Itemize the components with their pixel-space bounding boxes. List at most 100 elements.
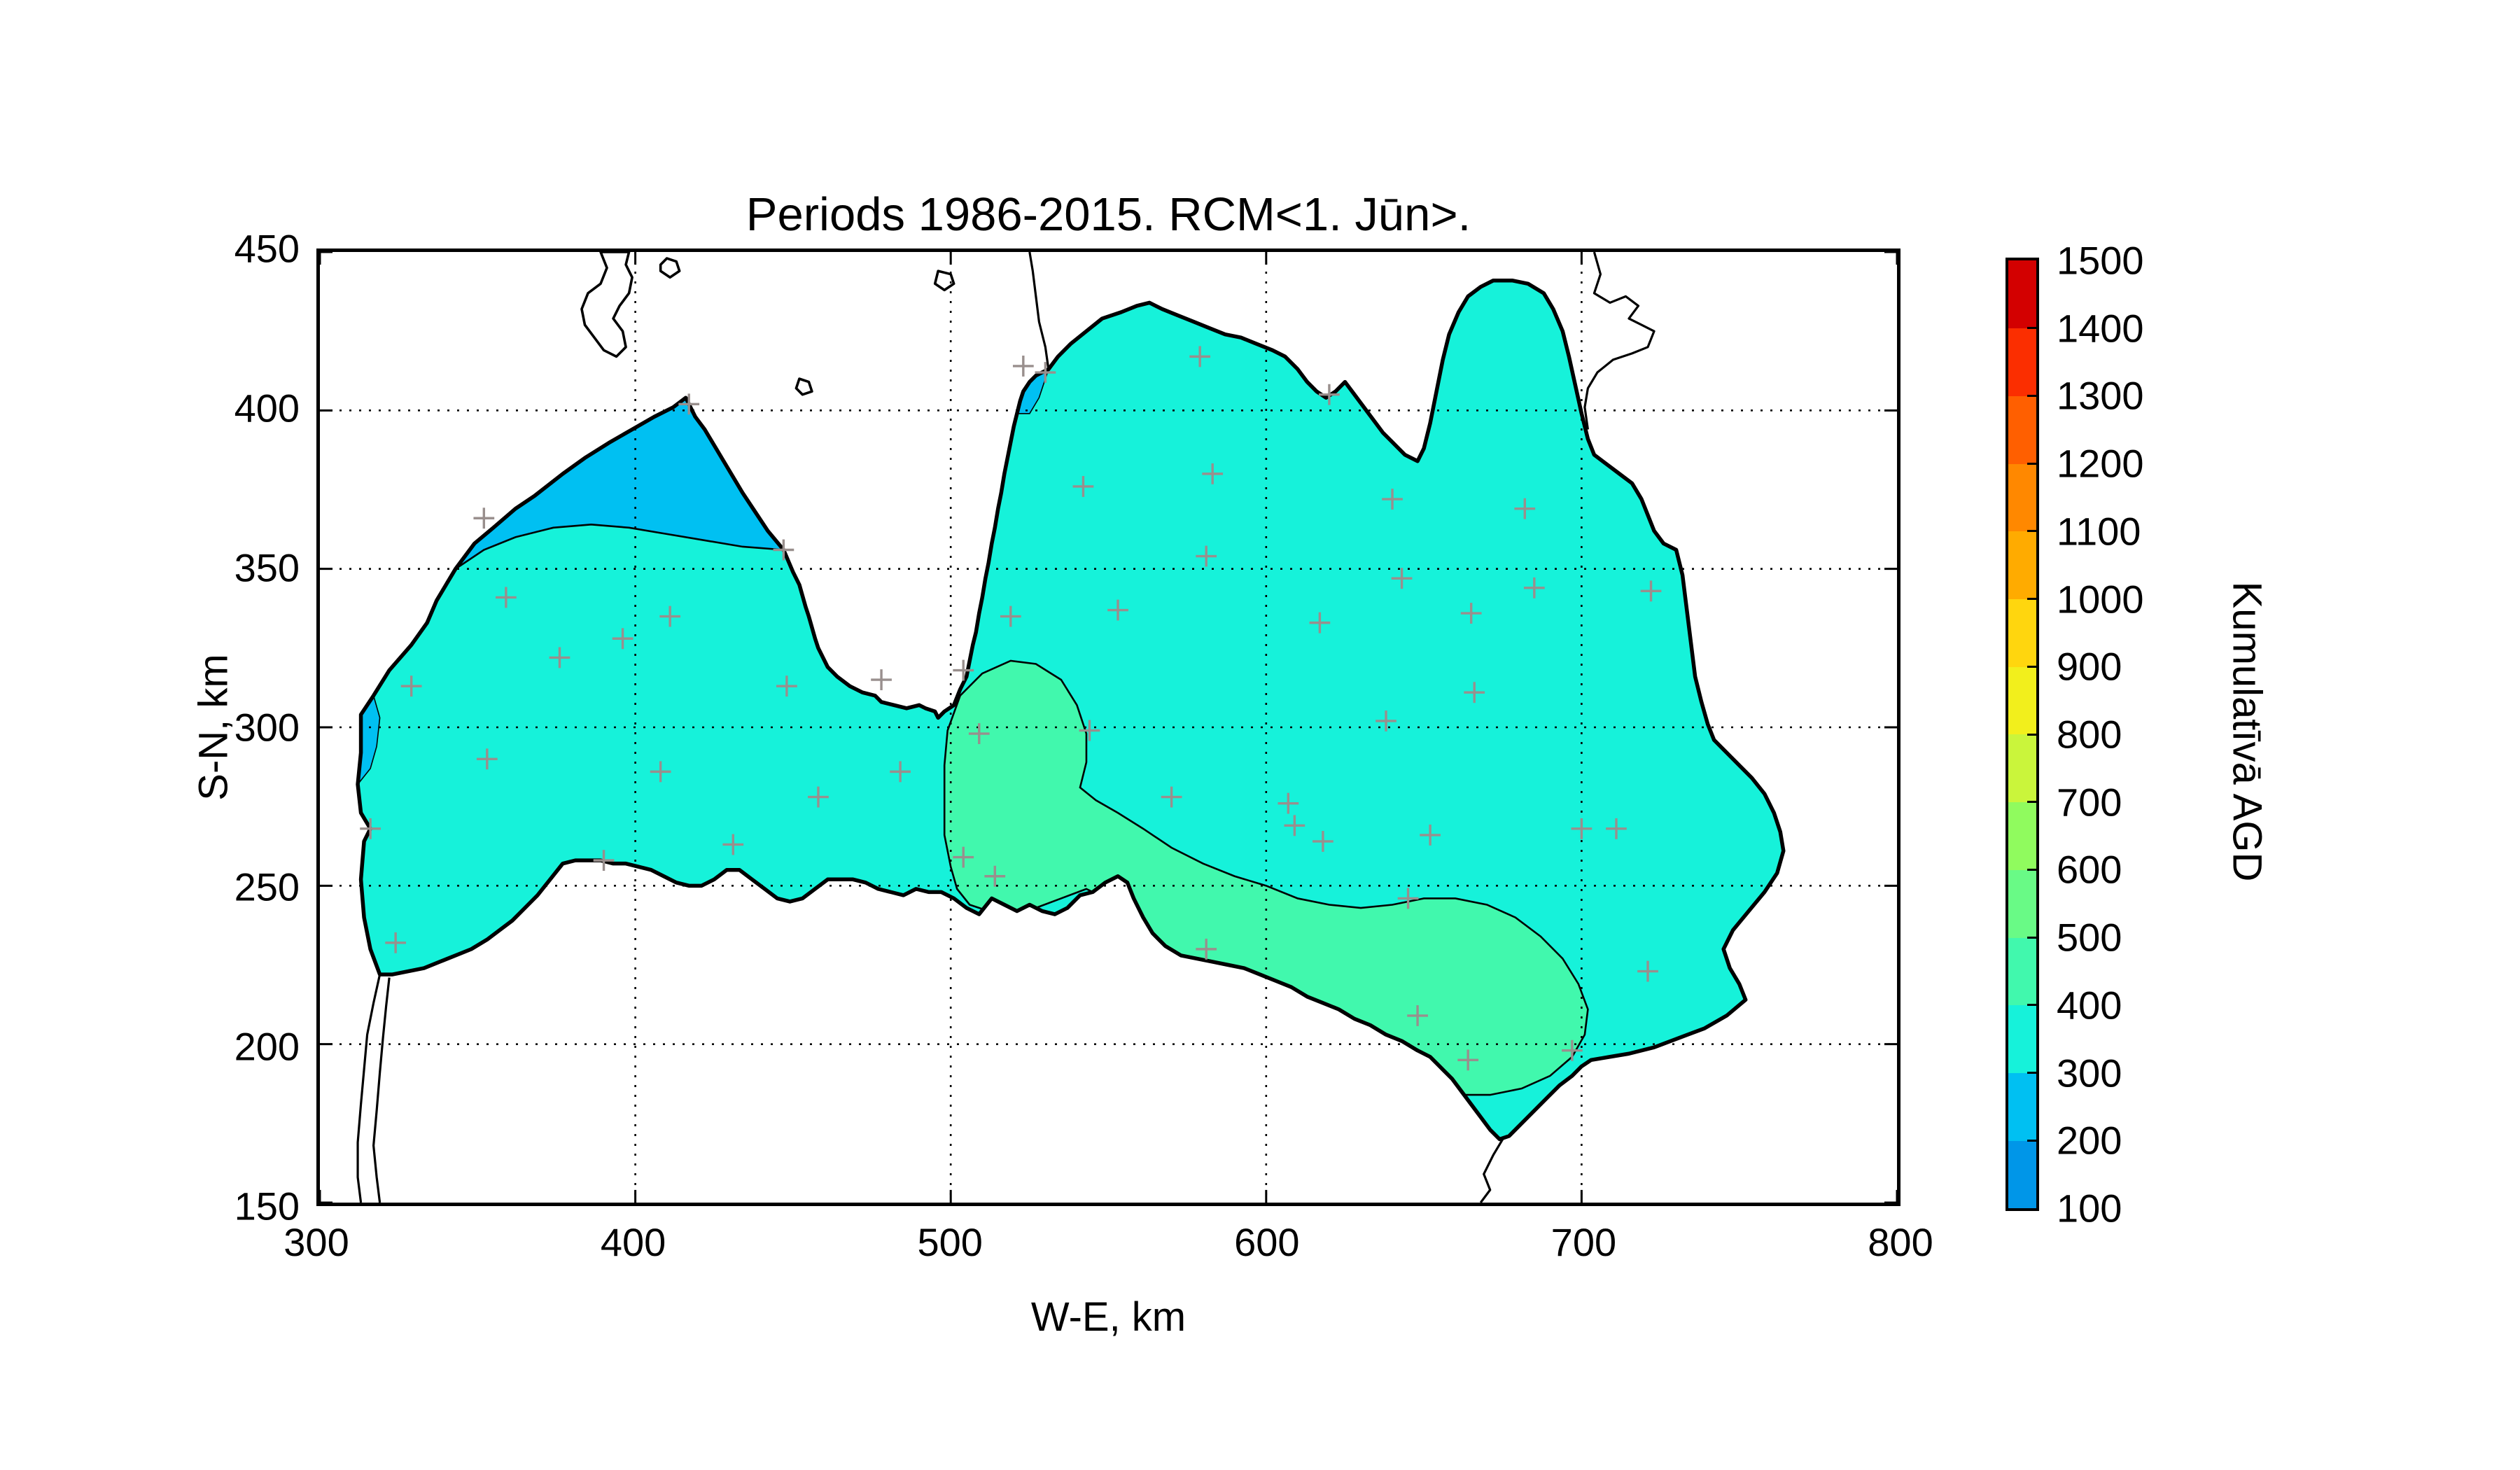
station-marker [1562,1040,1583,1061]
neighbor-border-line-0 [1030,252,1049,369]
colorbar-tick-label-500: 500 [2057,915,2122,960]
station-marker [1202,463,1223,484]
neighbor-border-line-4 [1480,1139,1503,1203]
station-marker [1107,600,1128,621]
x-tick-label-700: 700 [1550,1220,1617,1264]
station-marker [1073,476,1094,497]
colorbar-title: Kumulatīvā AGD [2224,581,2270,882]
y-tick-label-350: 350 [234,545,300,590]
colorbar-tick-label-1200: 1200 [2057,441,2144,486]
colorbar-segment-500-600 [2008,869,2036,938]
colorbar-segment-200-300 [2008,1072,2036,1141]
station-marker [1398,888,1419,909]
station-marker [1196,939,1217,960]
colorbar-tick-label-900: 900 [2057,644,2122,689]
y-tick-label-250: 250 [234,864,300,909]
colorbar-tick-300 [2027,1072,2036,1074]
x-tick-label-400: 400 [600,1220,666,1264]
station-marker [1407,1005,1428,1026]
colorbar-segment-1100-1200 [2008,463,2036,532]
colorbar-tick-1000 [2027,598,2036,601]
station-marker [1464,682,1485,703]
latvia-coastline [358,281,1784,1140]
station-marker [1641,580,1662,601]
station-marker [953,847,974,868]
station-marker [360,818,381,839]
station-marker [496,587,517,608]
colorbar-tick-label-600: 600 [2057,847,2122,892]
colorbar-tick-800 [2027,733,2036,736]
colorbar-tick-400 [2027,1004,2036,1007]
x-tick-label-500: 500 [917,1220,983,1264]
station-marker [1420,825,1441,846]
station-marker [594,850,615,871]
station-marker [1606,818,1627,839]
station-marker [612,628,634,649]
station-marker [1457,1049,1478,1070]
colorbar-tick-label-1500: 1500 [2057,238,2144,283]
station-marker [678,393,699,414]
colorbar-tick-1100 [2027,530,2036,533]
colorbar-tick-200 [2027,1139,2036,1142]
colorbar-segment-900-1000 [2008,598,2036,667]
station-marker [1392,568,1413,589]
station-marker [1637,961,1658,982]
y-tick-label-450: 450 [234,226,300,271]
station-marker [477,748,498,769]
colorbar-tick-900 [2027,665,2036,668]
map-plot-area [316,248,1900,1206]
station-marker [1013,356,1034,377]
station-marker [1514,498,1535,519]
colorbar-tick-600 [2027,868,2036,871]
colorbar-segment-300-400 [2008,1004,2036,1074]
colorbar-segment-1300-1400 [2008,328,2036,396]
station-marker [1161,787,1182,808]
colorbar-segment-1400-1500 [2008,260,2036,329]
y-tick-label-200: 200 [234,1024,300,1069]
station-marker [774,540,794,561]
colorbar-tick-label-1400: 1400 [2057,306,2144,351]
colorbar-tick-label-400: 400 [2057,983,2122,1028]
colorbar [2005,258,2039,1211]
estonian-island-2 [796,379,812,395]
y-tick-label-150: 150 [234,1184,300,1228]
chart-title: Periods 1986-2015. RCM<1. Jūn>. [746,188,1471,241]
station-marker [1376,710,1396,732]
latvia-contour-map [320,252,1897,1203]
contour-line-300 [456,524,784,568]
neighbor-border-line-1 [1585,252,1654,429]
station-marker [401,676,422,696]
station-marker [1284,815,1305,836]
x-tick-label-800: 800 [1868,1220,1933,1264]
station-marker [1000,606,1021,627]
colorbar-segment-400-500 [2008,937,2036,1006]
station-marker [659,606,680,627]
colorbar-segment-1000-1100 [2008,531,2036,600]
station-marker [650,761,671,782]
station-marker [953,660,974,681]
station-marker [808,787,829,808]
station-marker [969,723,990,744]
colorbar-tick-label-100: 100 [2057,1186,2122,1231]
station-marker [722,834,743,855]
neighbor-border-line-2 [358,974,380,1203]
station-marker [1278,793,1298,814]
colorbar-tick-label-1300: 1300 [2057,373,2144,418]
station-marker [1079,720,1100,741]
station-marker [1310,612,1331,634]
colorbar-tick-label-1100: 1100 [2057,509,2141,554]
y-axis-label: S-N, km [190,654,237,801]
colorbar-tick-700 [2027,801,2036,804]
station-marker [1312,831,1334,852]
station-marker [1461,603,1482,624]
station-marker [1035,362,1056,383]
contour-region-200-300 [455,398,784,569]
estonian-island-0 [582,252,632,356]
colorbar-tick-label-300: 300 [2057,1051,2122,1096]
station-marker [1196,546,1217,567]
station-marker [984,866,1005,887]
colorbar-tick-1300 [2027,394,2036,397]
colorbar-segment-700-800 [2008,734,2036,803]
station-marker [776,676,797,696]
station-marker [890,761,911,782]
